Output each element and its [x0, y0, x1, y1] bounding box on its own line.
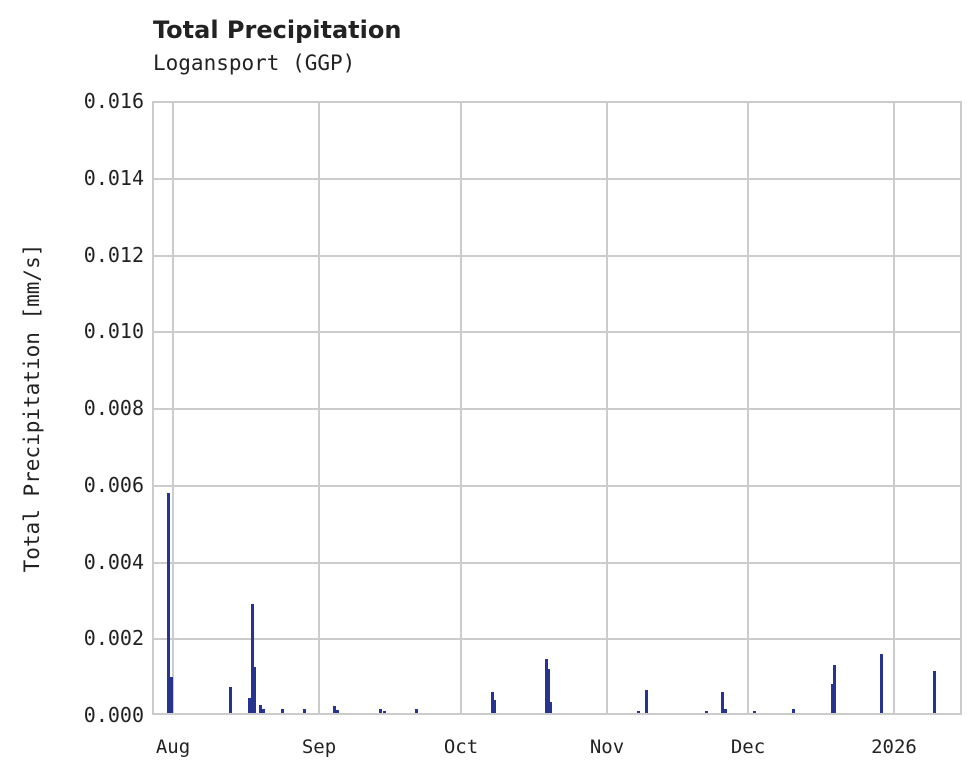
x-tick-label: Nov — [589, 736, 625, 758]
precipitation-bar — [262, 709, 265, 713]
x-tick-label: Oct — [443, 736, 479, 758]
y-tick-label: 0.006 — [83, 472, 144, 497]
precipitation-bar — [933, 670, 936, 713]
precipitation-bar — [831, 684, 834, 713]
precipitation-bar — [547, 669, 550, 713]
chart-subtitle: Logansport (GGP) — [153, 51, 356, 75]
gridline-horizontal — [154, 254, 960, 257]
gridline-vertical — [747, 103, 749, 713]
gridline-horizontal — [154, 177, 960, 180]
y-tick-label: 0.010 — [83, 319, 144, 344]
precipitation-bar — [303, 709, 306, 713]
x-tick-label: Sep — [301, 736, 337, 758]
precipitation-bar — [336, 709, 339, 713]
precipitation-bar — [637, 710, 640, 713]
precipitation-bar — [251, 604, 254, 713]
y-tick-label: 0.004 — [83, 549, 144, 574]
gridline-horizontal — [154, 561, 960, 564]
precipitation-bar — [379, 709, 382, 713]
y-tick-label: 0.008 — [83, 396, 144, 420]
precipitation-bar — [259, 705, 262, 713]
precipitation-bar — [549, 701, 552, 713]
y-tick-label: 0.002 — [83, 626, 144, 651]
gridline-vertical — [893, 103, 895, 713]
x-tick-label: Aug — [155, 736, 191, 758]
precipitation-bar — [281, 709, 284, 713]
x-tick-label: Dec — [730, 736, 766, 758]
gridline-vertical — [318, 103, 320, 713]
precipitation-bar — [724, 709, 727, 713]
precipitation-bar — [491, 691, 494, 713]
y-tick-label: 0.016 — [83, 89, 144, 113]
plot-area — [152, 101, 962, 715]
precipitation-bar — [415, 709, 418, 713]
gridline-horizontal — [154, 331, 960, 334]
precipitation-bar — [253, 667, 256, 713]
precipitation-bar — [170, 676, 173, 713]
gridline-vertical — [172, 103, 174, 713]
gridline-horizontal — [154, 638, 960, 641]
precipitation-bar — [753, 710, 756, 713]
precipitation-bar — [880, 653, 883, 713]
gridline-vertical — [460, 103, 462, 713]
precipitation-bar — [645, 690, 648, 713]
y-axis-label: Total Precipitation [mm/s] — [20, 243, 44, 573]
gridline-horizontal — [154, 408, 960, 410]
chart-title: Total Precipitation — [153, 16, 402, 44]
precipitation-bar — [248, 697, 251, 713]
gridline-vertical — [606, 103, 608, 713]
precipitation-bar — [229, 687, 232, 713]
x-tick-label: 2026 — [871, 736, 917, 758]
precipitation-bar — [383, 710, 386, 713]
precipitation-bar — [545, 659, 548, 713]
y-tick-label: 0.014 — [83, 165, 144, 190]
precipitation-bar — [167, 493, 170, 713]
gridline-horizontal — [154, 484, 960, 487]
precipitation-bar — [493, 699, 496, 713]
precipitation-bar — [705, 711, 708, 713]
precipitation-bar — [792, 709, 795, 713]
precipitation-bar — [833, 665, 836, 713]
y-tick-label: 0.012 — [83, 242, 144, 267]
y-tick-label: 0.000 — [83, 703, 144, 727]
precipitation-bar — [721, 691, 724, 713]
precipitation-bar — [333, 706, 336, 713]
